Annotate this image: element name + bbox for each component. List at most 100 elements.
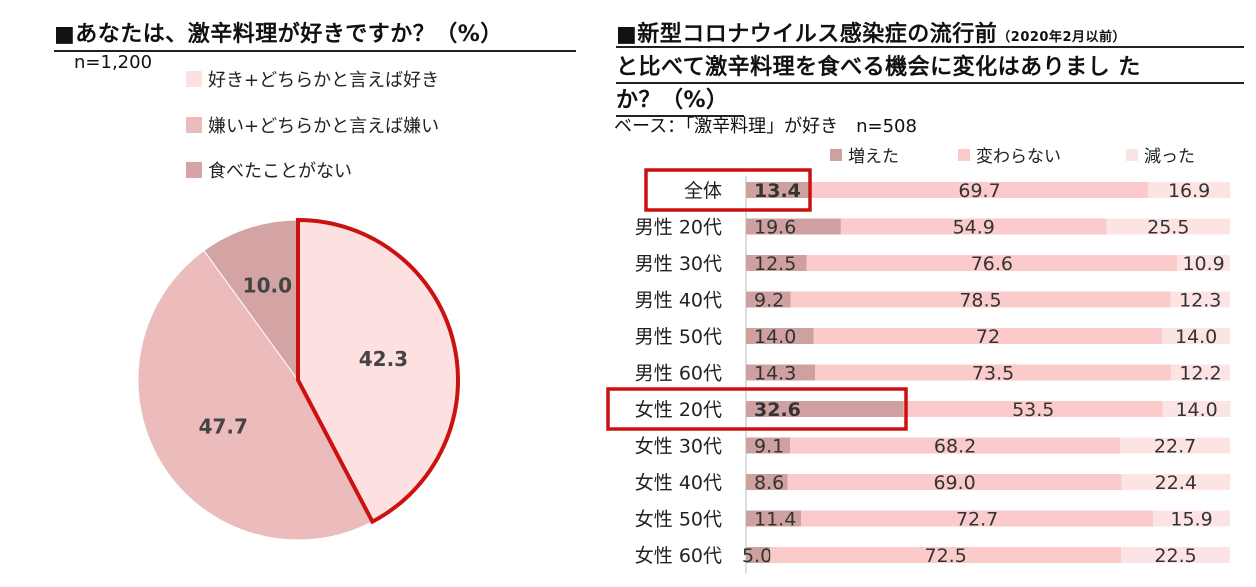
bar-value-label-unchanged-7: 68.2 [934, 436, 976, 458]
legend-label-decreased: 減った [1144, 147, 1195, 167]
legend-label-unchanged: 変わらない [976, 147, 1061, 167]
legend-item-increased: 増えた [830, 142, 899, 167]
category-label-3: 男性 40代 [635, 290, 722, 312]
bar-value-label-unchanged-1: 54.9 [953, 217, 995, 239]
bar-value-label-decreased-5: 12.2 [1179, 363, 1221, 385]
bar-segment-increased-1 [746, 218, 841, 235]
bar-value-label-increased-0: 13.4 [754, 180, 801, 202]
bar-segment-decreased-5 [1170, 364, 1230, 381]
bar-segment-increased-4 [746, 328, 814, 344]
pie-highlight-outline [296, 217, 460, 525]
bar-segment-decreased-2 [1177, 255, 1230, 271]
category-label-8: 女性 40代 [635, 472, 722, 494]
right-title-main: ■新型コロナウイルス感染症の流行前 [616, 22, 998, 47]
bar-segment-decreased-0 [1148, 182, 1230, 198]
legend-swatch-increased [830, 148, 842, 161]
pie-value-label-dislike: 47.7 [199, 414, 248, 438]
legend-label-like: 好き+どちらかと言えば好き [208, 70, 440, 91]
legend-swatch-unchanged [958, 148, 970, 161]
bar-segment-decreased-6 [1162, 401, 1231, 417]
bar-segment-increased-10 [746, 547, 771, 563]
legend-item-never-eaten: 食べたことがない [186, 157, 352, 183]
category-label-4: 男性 50代 [635, 326, 722, 348]
bar-value-label-increased-10: 5.0 [742, 545, 772, 567]
left-chart-title: ■あなたは、激辛料理が好きですか？（%） [54, 16, 576, 52]
bar-segment-decreased-7 [1120, 437, 1230, 454]
category-label-10: 女性 60代 [635, 545, 722, 567]
bar-value-label-decreased-2: 10.9 [1182, 253, 1224, 275]
legend-label-dislike: 嫌い+どちらかと言えば嫌い [208, 116, 440, 137]
bar-segment-unchanged-3 [790, 291, 1171, 308]
bar-segment-increased-0 [746, 182, 811, 198]
legend-swatch-decreased [1126, 148, 1138, 161]
bar-segment-unchanged-6 [903, 401, 1163, 417]
pie-slice-never-eaten [203, 219, 299, 382]
bar-segment-increased-5 [746, 364, 816, 381]
bar-value-label-unchanged-4: 72 [976, 326, 1000, 348]
category-label-1: 男性 20代 [635, 217, 722, 239]
bar-segment-decreased-8 [1121, 474, 1230, 490]
stacked-bar-chart: 全体 13.4 69.7 16.9 男性 20代 19.6 54.9 25.5 男性 30代 12… [606, 168, 1231, 574]
bar-segment-decreased-10 [1121, 547, 1230, 563]
pie-value-label-never-eaten: 10.0 [243, 274, 292, 298]
bar-value-label-unchanged-3: 78.5 [959, 290, 1001, 312]
right-chart-title-line2: と比べて激辛料理を食べる機会に変化はありまし た [616, 49, 1244, 84]
bar-value-label-unchanged-8: 69.0 [933, 472, 975, 494]
left-sample-size: n=1,200 [74, 52, 153, 73]
legend-item-dislike: 嫌い+どちらかと言えば嫌い [186, 112, 439, 138]
category-label-7: 女性 30代 [635, 436, 722, 458]
bar-segment-increased-8 [746, 474, 788, 490]
bar-segment-unchanged-9 [801, 510, 1154, 527]
bar-value-label-increased-2: 12.5 [754, 253, 796, 275]
legend-item-like: 好き+どちらかと言えば好き [186, 66, 439, 92]
bar-segment-increased-6 [746, 401, 904, 417]
bar-segment-decreased-4 [1162, 328, 1230, 344]
bar-value-label-increased-6: 32.6 [754, 399, 801, 421]
bar-value-label-decreased-0: 16.9 [1168, 180, 1210, 202]
bar-value-label-increased-1: 19.6 [754, 217, 796, 239]
bar-value-label-increased-5: 14.3 [754, 363, 796, 385]
bar-value-label-decreased-7: 22.7 [1154, 436, 1196, 458]
bar-segment-unchanged-8 [787, 474, 1122, 490]
bar-segment-decreased-1 [1106, 218, 1230, 235]
bar-segment-increased-7 [746, 437, 791, 454]
legend-swatch-like [186, 71, 202, 87]
category-label-5: 男性 60代 [635, 363, 722, 385]
bar-value-label-decreased-8: 22.4 [1155, 472, 1197, 494]
bar-value-label-unchanged-5: 73.5 [972, 363, 1014, 385]
bar-value-label-increased-4: 14.0 [754, 326, 796, 348]
right-chart-title-line3: か？（%） [616, 82, 744, 117]
bar-value-label-decreased-6: 14.0 [1175, 399, 1217, 421]
bar-segment-unchanged-0 [810, 182, 1149, 198]
bar-value-label-decreased-1: 25.5 [1147, 217, 1189, 239]
pie-slice-dislike [137, 249, 374, 541]
highlight-box-row-0 [644, 168, 812, 212]
bar-value-label-decreased-4: 14.0 [1175, 326, 1217, 348]
bar-segment-decreased-9 [1153, 510, 1230, 527]
legend-swatch-dislike [186, 117, 202, 133]
bar-value-label-unchanged-6: 53.5 [1012, 399, 1054, 421]
bar-value-label-decreased-3: 12.3 [1179, 290, 1221, 312]
bar-value-label-unchanged-2: 76.6 [971, 253, 1013, 275]
category-label-2: 男性 30代 [635, 253, 722, 275]
right-base-label: ベース：「激辛料理」が好き n=508 [614, 116, 917, 137]
right-title-period: （2020年2月以前） [997, 30, 1127, 45]
bar-value-label-unchanged-10: 72.5 [924, 545, 966, 567]
right-title-underline-1 [616, 46, 1244, 48]
bar-segment-unchanged-7 [790, 437, 1121, 454]
bar-segment-unchanged-4 [813, 328, 1163, 344]
bar-value-label-decreased-10: 22.5 [1154, 545, 1196, 567]
pie-value-label-like: 42.3 [359, 347, 408, 371]
legend-swatch-never-eaten [186, 162, 202, 178]
bar-segment-unchanged-10 [770, 547, 1122, 563]
bar-value-label-decreased-9: 15.9 [1170, 509, 1212, 531]
pie-chart: 42.3 47.7 10.0 [137, 217, 460, 541]
bar-segment-unchanged-5 [815, 364, 1171, 381]
category-label-0: 全体 [684, 180, 722, 202]
bar-segment-unchanged-1 [840, 218, 1107, 235]
bar-value-label-increased-7: 9.1 [754, 436, 784, 458]
bar-value-label-increased-9: 11.4 [754, 509, 796, 531]
right-chart-title-line1: ■新型コロナウイルス感染症の流行前（2020年2月以前） [616, 16, 1244, 48]
category-label-9: 女性 50代 [635, 509, 722, 531]
bar-value-label-increased-8: 8.6 [754, 472, 784, 494]
